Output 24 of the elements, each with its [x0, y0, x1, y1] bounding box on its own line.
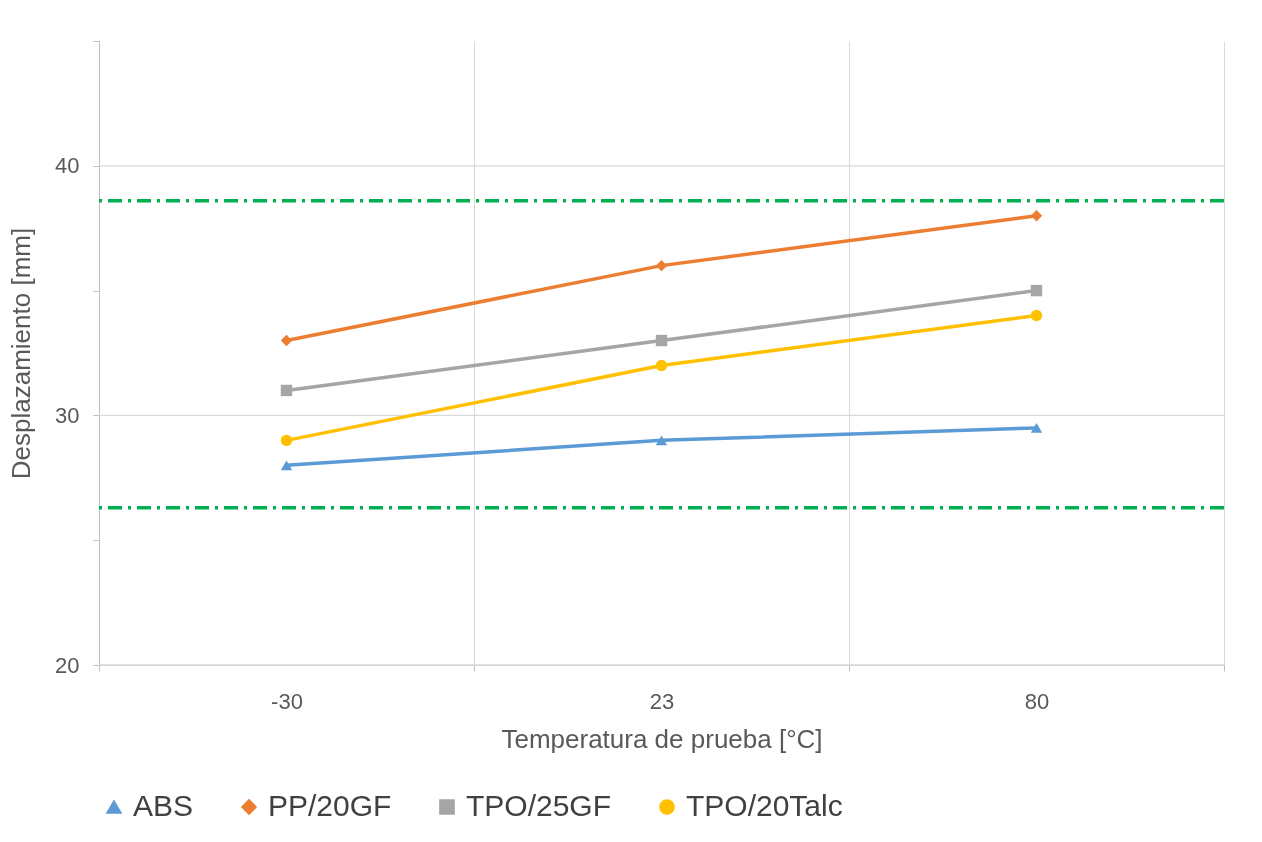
point — [1030, 422, 1043, 433]
point — [655, 334, 668, 347]
y-tick-label: 30 — [55, 402, 80, 428]
y-tick-label: 40 — [55, 153, 80, 179]
x-tick-label: -30 — [271, 688, 303, 714]
legend-label: PP/20GF — [268, 789, 392, 822]
x-tick-label: 23 — [649, 688, 675, 714]
point — [655, 359, 668, 372]
point — [655, 435, 668, 446]
legend-label: ABS — [133, 789, 194, 822]
point — [1030, 210, 1043, 222]
x-tick-label: 80 — [1024, 688, 1050, 714]
point — [1030, 309, 1043, 322]
point — [655, 259, 668, 272]
point — [1030, 284, 1043, 297]
y-tick-label: 20 — [55, 652, 80, 678]
point — [280, 460, 293, 471]
point — [280, 334, 293, 347]
point — [280, 434, 293, 447]
legend-label: TPO/20Talc — [686, 789, 843, 822]
y-axis-title: Desplazamiento [mm] — [6, 227, 37, 480]
legend-label: TPO/25GF — [466, 789, 612, 822]
point — [280, 384, 293, 397]
x-axis-title: Temperatura de prueba [°C] — [501, 723, 823, 754]
